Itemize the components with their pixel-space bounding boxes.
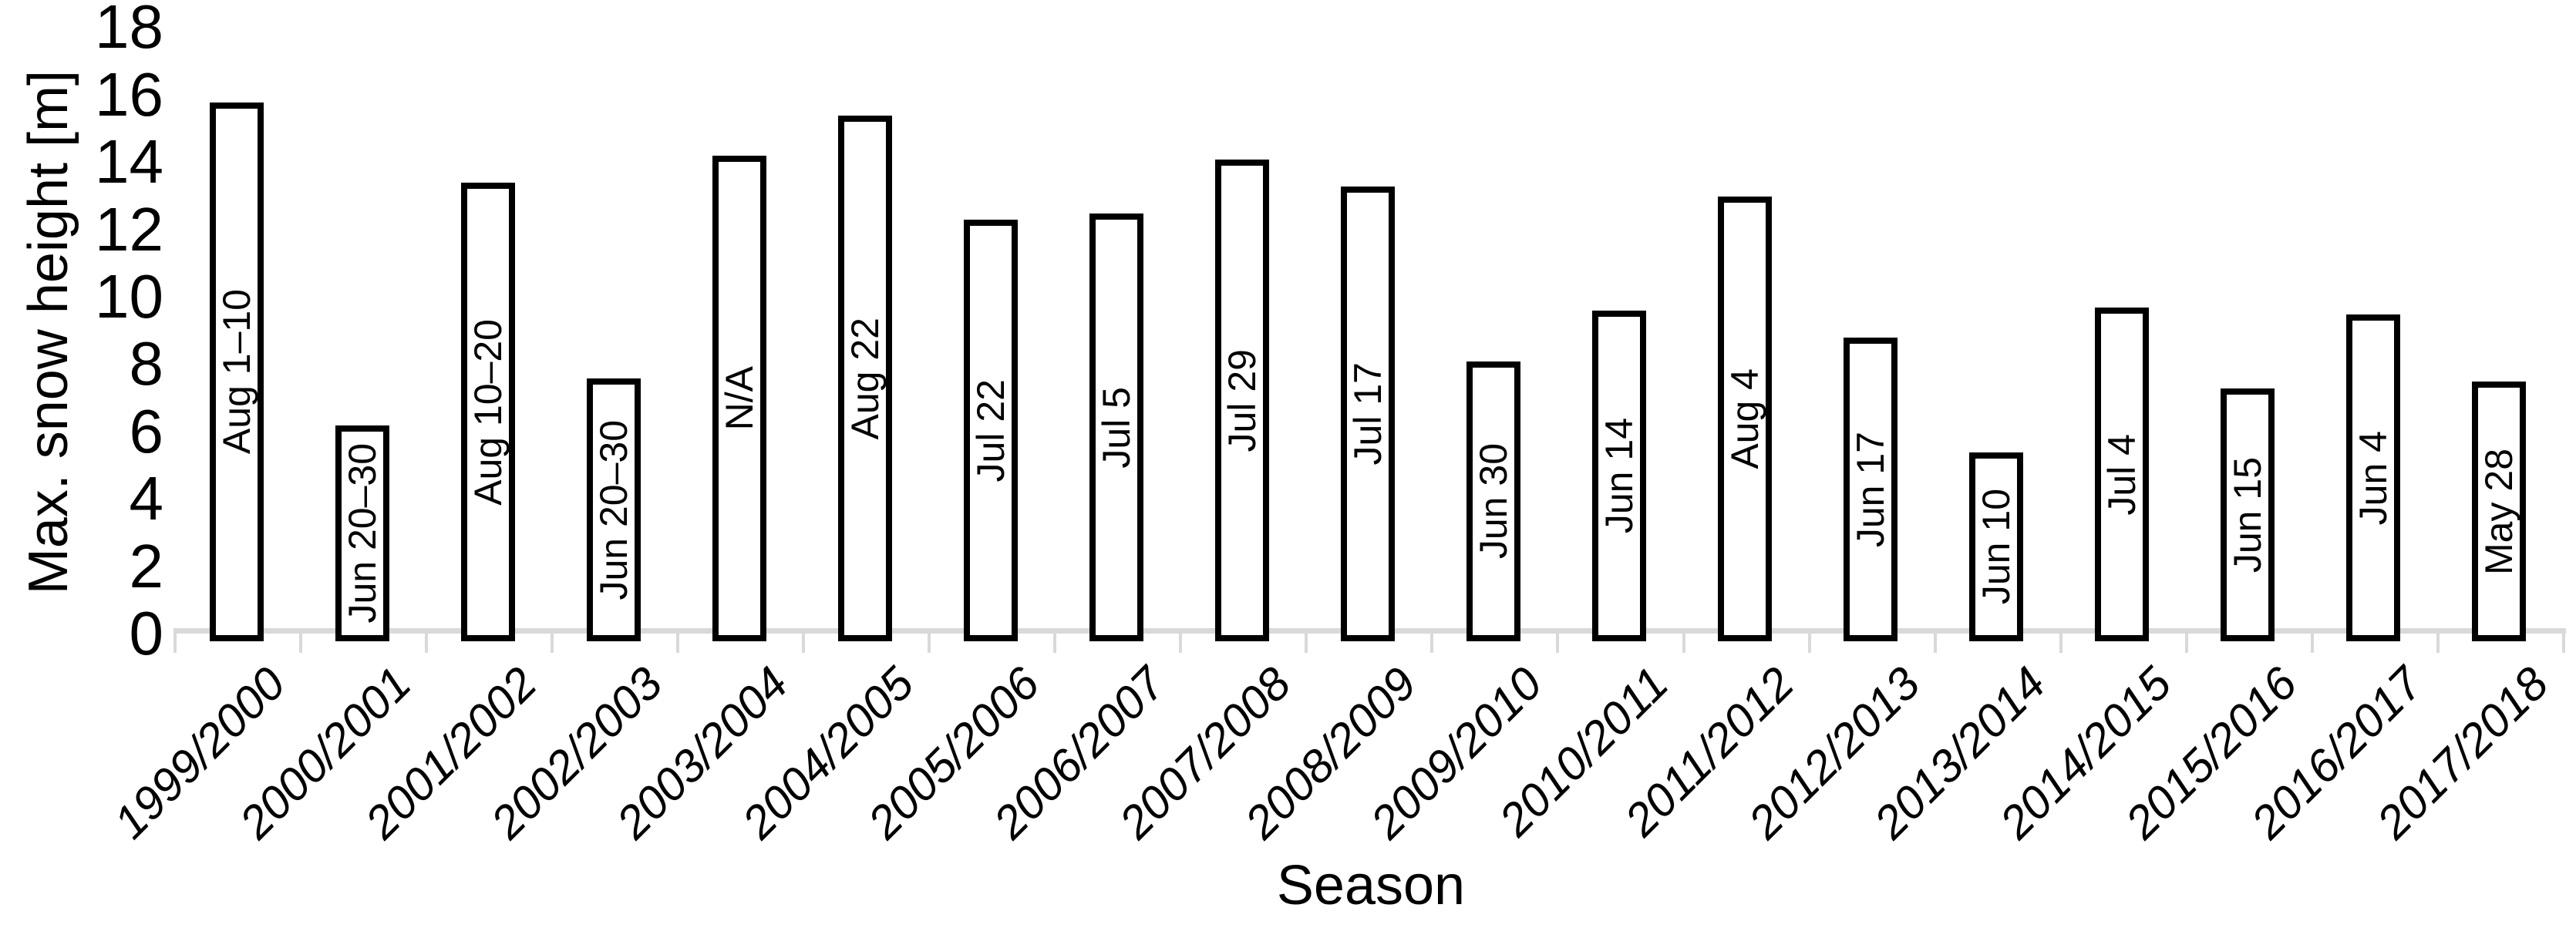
bar-date-label: Jun 20–30 [341,443,384,624]
bar-date-label: Jun 15 [2226,456,2269,573]
bar: Jun 30 [1466,361,1520,641]
bar-date-label: Aug 10–20 [466,318,510,506]
x-axis-title: Season [1276,855,1466,916]
bar-date-label: Jun 10 [1975,489,2018,605]
x-tick-mark [1179,634,1183,653]
bar: May 28 [2472,382,2526,641]
x-tick-mark [802,634,806,653]
x-tick-mark [1430,634,1434,653]
bar-date-label: Jun 14 [1598,418,1641,534]
bar-date-label: Aug 1–10 [215,289,258,455]
bar-date-label: Aug 22 [844,317,887,440]
bar-date-label: Jun 17 [1849,431,1892,548]
bar: Jun 15 [2221,388,2275,641]
bar: Aug 4 [1718,197,1772,641]
x-tick-mark [173,634,177,653]
y-tick-label: 2 [129,531,164,600]
bar-date-label: Jun 30 [1472,443,1515,560]
x-tick-mark [1933,634,1937,653]
y-tick-label: 14 [95,127,163,197]
bar-date-label: N/A [718,366,761,431]
bar: Jun 10 [1969,452,2023,641]
bar: Jul 22 [964,220,1018,641]
x-tick-mark [551,634,554,653]
bar: Jun 20–30 [335,425,389,641]
bar: Jun 4 [2346,314,2400,641]
bar: Jul 29 [1215,160,1269,641]
y-tick-label: 4 [129,464,164,533]
y-tick-label: 10 [95,262,163,331]
x-tick-mark [1556,634,1560,653]
x-tick-mark [1807,634,1811,653]
y-tick-label: 18 [95,0,163,62]
x-tick-mark [2184,634,2188,653]
y-tick-label: 8 [129,329,164,398]
bar: Aug 10–20 [461,183,515,641]
bar-date-label: Jul 22 [969,378,1012,482]
bar: Jun 17 [1844,338,1897,641]
x-tick-mark [298,634,302,653]
bar: Jul 4 [2095,308,2149,641]
bar-date-label: May 28 [2477,448,2520,575]
bar: Aug 1–10 [210,103,264,641]
bar: Jun 20–30 [587,378,641,641]
x-tick-mark [1305,634,1308,653]
y-tick-label: 16 [95,59,163,129]
x-tick-mark [1682,634,1685,653]
bar-date-label: Jun 20–30 [592,419,635,600]
bar: Jul 17 [1341,187,1395,641]
x-tick-mark [425,634,428,653]
bar-date-label: Jul 29 [1221,348,1264,452]
bar-date-label: Aug 4 [1723,368,1766,469]
y-tick-label: 6 [129,396,164,466]
bar-date-label: Jul 4 [2100,433,2143,516]
bar-date-label: Jul 17 [1346,362,1389,466]
x-tick-mark [2436,634,2440,653]
bar-date-label: Jun 4 [2352,430,2395,526]
x-tick-mark [2561,634,2565,653]
x-tick-mark [1053,634,1057,653]
bar: N/A [712,156,766,641]
x-tick-mark [928,634,931,653]
y-tick-label: 12 [95,194,163,264]
x-tick-mark [2310,634,2314,653]
bar: Aug 22 [838,116,892,641]
y-tick-label: 0 [129,599,164,667]
bar: Jul 5 [1089,214,1143,641]
bar-date-label: Jul 5 [1095,386,1138,469]
x-tick-mark [676,634,680,653]
x-tick-mark [2059,634,2062,653]
bar: Jun 14 [1592,311,1646,641]
